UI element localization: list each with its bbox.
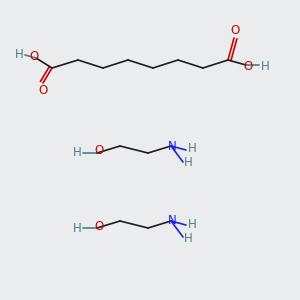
Text: H: H bbox=[261, 59, 269, 73]
Text: O: O bbox=[38, 85, 48, 98]
Text: O: O bbox=[94, 220, 103, 232]
Text: N: N bbox=[168, 140, 176, 152]
Text: O: O bbox=[230, 23, 240, 37]
Text: N: N bbox=[168, 214, 176, 227]
Text: H: H bbox=[73, 146, 81, 160]
Text: O: O bbox=[29, 50, 39, 64]
Text: H: H bbox=[73, 221, 81, 235]
Text: H: H bbox=[188, 142, 196, 155]
Text: O: O bbox=[243, 59, 253, 73]
Text: H: H bbox=[184, 157, 192, 169]
Text: H: H bbox=[184, 232, 192, 244]
Text: H: H bbox=[15, 47, 23, 61]
Text: O: O bbox=[94, 145, 103, 158]
Text: H: H bbox=[188, 218, 196, 230]
